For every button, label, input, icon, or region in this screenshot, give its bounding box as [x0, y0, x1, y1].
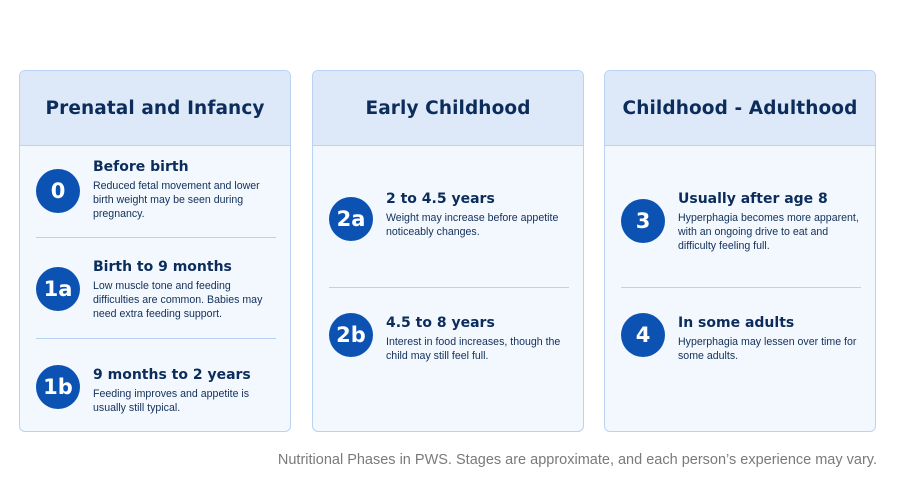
stage-badge: 2b [329, 313, 373, 357]
stage-heading: 2 to 4.5 years [386, 191, 495, 207]
column-header: Childhood - Adulthood [605, 71, 875, 146]
stage-description: Reduced fetal movement and lower birth w… [93, 180, 260, 220]
column-title: Childhood - Adulthood [622, 97, 858, 119]
column-header: Early Childhood [313, 71, 583, 146]
stage-description: Low muscle tone and feeding difficulties… [93, 280, 263, 320]
column-header: Prenatal and Infancy [20, 71, 290, 146]
stage-heading: Usually after age 8 [678, 191, 828, 207]
column-prenatal-infancy: Prenatal and Infancy 0 Before birth Redu… [19, 70, 291, 432]
stage-heading: Birth to 9 months [93, 259, 232, 275]
stage-heading: 4.5 to 8 years [386, 315, 495, 331]
stage-heading: In some adults [678, 315, 795, 331]
column-early-childhood: Early Childhood 2a 2 to 4.5 years Weight… [312, 70, 584, 432]
column-childhood-adulthood: Childhood - Adulthood 3 Usually after ag… [604, 70, 876, 432]
stage-badge: 0 [36, 169, 80, 213]
stage-description: Feeding improves and appetite is usually… [93, 388, 250, 414]
divider [36, 237, 276, 238]
stage-badge: 4 [621, 313, 665, 357]
divider [621, 287, 861, 288]
column-title: Prenatal and Infancy [45, 97, 265, 119]
stage-description: Hyperphagia may lessen over time for som… [678, 336, 857, 362]
stage-heading: Before birth [93, 159, 189, 175]
stage-description: Weight may increase before appetite noti… [386, 212, 559, 238]
stage-badge: 1a [36, 267, 80, 311]
stage-description: Hyperphagia becomes more apparent, with … [678, 212, 859, 252]
stage-badge: 2a [329, 197, 373, 241]
divider [329, 287, 569, 288]
stage-badge: 3 [621, 199, 665, 243]
figure-caption: Nutritional Phases in PWS. Stages are ap… [277, 452, 877, 468]
divider [36, 338, 276, 339]
stage-heading: 9 months to 2 years [93, 367, 251, 383]
stage-description: Interest in food increases, though the c… [386, 336, 561, 362]
column-title: Early Childhood [365, 97, 531, 119]
stage-badge: 1b [36, 365, 80, 409]
